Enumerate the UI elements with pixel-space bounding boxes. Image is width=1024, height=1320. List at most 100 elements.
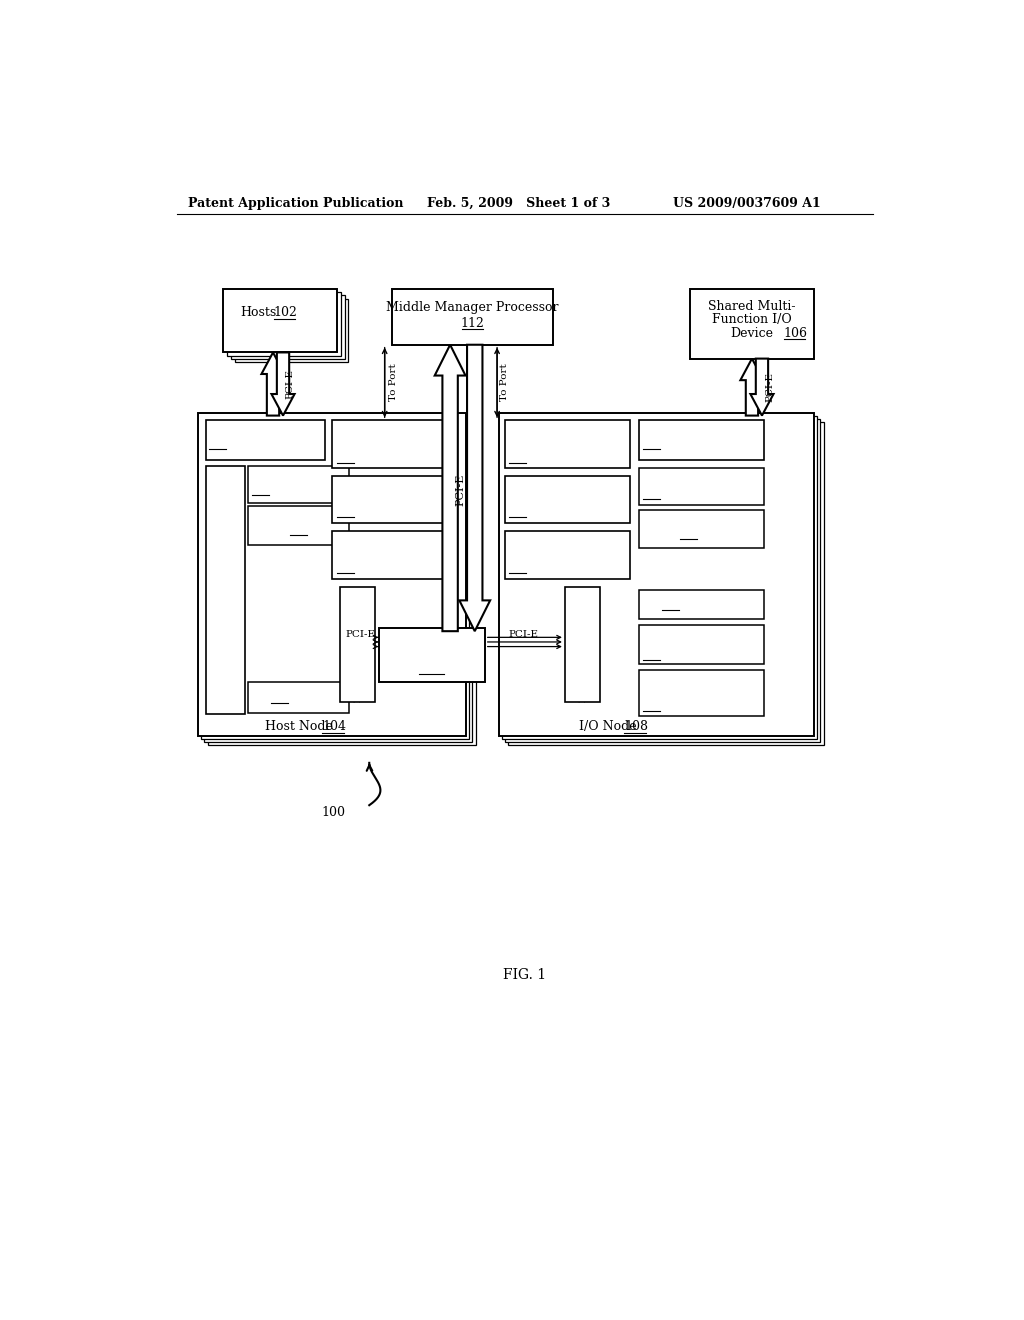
Polygon shape: [261, 352, 285, 416]
Text: 138: 138: [662, 599, 683, 610]
Text: SWITCH: SWITCH: [406, 648, 458, 661]
Text: Handling: Handling: [337, 440, 389, 450]
Text: 118: 118: [252, 484, 273, 495]
Text: 122: 122: [270, 693, 292, 702]
Text: Flow  Control: Flow Control: [643, 475, 720, 486]
Bar: [230, 296, 345, 359]
Text: 116: 116: [220, 688, 229, 708]
Text: Translation: Translation: [643, 689, 708, 698]
Text: 106: 106: [783, 326, 808, 339]
Text: CRC: CRC: [643, 599, 669, 610]
Text: PCI-E: PCI-E: [286, 370, 294, 399]
Text: US 2009/0037609 A1: US 2009/0037609 A1: [674, 197, 821, 210]
Text: Diagnostics: Diagnostics: [509, 495, 575, 504]
Text: 120: 120: [290, 524, 311, 535]
Bar: [502, 416, 817, 739]
Text: 146: 146: [509, 507, 530, 517]
Text: 142: 142: [643, 701, 665, 711]
Text: Real-Time: Real-Time: [337, 482, 393, 492]
Text: To Port: To Port: [500, 363, 509, 401]
Text: I/O Node: I/O Node: [579, 721, 636, 733]
Text: Flow  Control: Flow Control: [252, 471, 329, 482]
Bar: [226, 293, 341, 355]
Bar: [565, 586, 600, 702]
Text: Host Node: Host Node: [265, 721, 333, 733]
Text: Shared Multi-: Shared Multi-: [709, 300, 796, 313]
Bar: [206, 420, 326, 461]
Text: Error: Error: [337, 428, 368, 438]
Polygon shape: [740, 359, 764, 416]
Bar: [639, 669, 764, 715]
Text: Shared    I/O: Shared I/O: [252, 511, 324, 521]
Text: PCI-E: PCI-E: [415, 635, 449, 648]
Bar: [505, 475, 630, 524]
Text: 104: 104: [323, 721, 346, 733]
Text: Hosts: Hosts: [240, 306, 276, 319]
Bar: [208, 422, 475, 744]
Text: Bindings: Bindings: [252, 524, 302, 535]
Text: CRC: CRC: [252, 693, 278, 702]
Text: Virtual Interface to Host: Virtual Interface to Host: [220, 513, 229, 643]
Text: 144: 144: [509, 453, 530, 462]
Text: Buffer: Buffer: [509, 539, 545, 548]
Polygon shape: [271, 352, 295, 416]
Bar: [639, 420, 764, 461]
Bar: [199, 413, 466, 737]
Bar: [505, 420, 630, 469]
Text: 114: 114: [209, 438, 230, 449]
Text: 110: 110: [421, 661, 442, 675]
Bar: [205, 418, 472, 742]
Text: Reservation: Reservation: [509, 550, 577, 561]
Text: PCI-E: PCI-E: [765, 372, 774, 403]
Text: Encaps./Decaps./: Encaps./Decaps./: [579, 593, 587, 672]
Text: 102: 102: [273, 306, 298, 319]
Text: PCI-E  Interface: PCI-E Interface: [209, 425, 300, 436]
Text: Function I/O: Function I/O: [712, 313, 792, 326]
Text: Device: Device: [730, 326, 773, 339]
Text: Encaps./Decaps./: Encaps./Decaps./: [353, 593, 362, 672]
Text: Error: Error: [509, 428, 541, 438]
Bar: [333, 531, 457, 579]
Text: Reservation: Reservation: [337, 550, 404, 561]
Bar: [508, 422, 823, 744]
Bar: [202, 416, 469, 739]
Bar: [392, 289, 553, 345]
Bar: [639, 626, 764, 664]
Bar: [639, 510, 764, 548]
Bar: [505, 531, 630, 579]
Polygon shape: [751, 359, 773, 416]
Text: Handling: Handling: [509, 440, 561, 450]
Text: Patent Application Publication: Patent Application Publication: [188, 197, 403, 210]
Bar: [499, 413, 814, 737]
Text: Address: Address: [643, 632, 689, 643]
Text: FIG. 1: FIG. 1: [503, 968, 547, 982]
Text: Shared    I/O: Shared I/O: [643, 515, 715, 525]
Text: 140: 140: [643, 649, 665, 660]
Text: Bindings: Bindings: [643, 528, 693, 539]
Text: 134: 134: [643, 488, 665, 499]
Text: To Port: To Port: [388, 363, 397, 401]
Text: PCI-E: PCI-E: [456, 474, 466, 506]
Text: PCI-E: PCI-E: [508, 630, 539, 639]
Bar: [234, 298, 348, 362]
Text: 148: 148: [509, 564, 530, 573]
Bar: [340, 586, 376, 702]
Bar: [248, 466, 349, 503]
Bar: [333, 420, 457, 469]
Text: 100: 100: [322, 807, 345, 820]
Text: 128: 128: [337, 564, 358, 573]
Text: Diagnostics: Diagnostics: [337, 495, 402, 504]
Text: 112: 112: [461, 317, 484, 330]
Text: Buffer: Buffer: [337, 539, 373, 548]
Bar: [206, 466, 245, 714]
Text: 132: 132: [643, 438, 665, 449]
Bar: [639, 469, 764, 506]
Text: Real-Time: Real-Time: [509, 482, 566, 492]
Bar: [248, 682, 349, 713]
Bar: [689, 289, 814, 359]
Bar: [505, 418, 820, 742]
Text: 150: 150: [579, 685, 587, 702]
Text: 130: 130: [353, 685, 362, 702]
Text: Feb. 5, 2009   Sheet 1 of 3: Feb. 5, 2009 Sheet 1 of 3: [427, 197, 610, 210]
Polygon shape: [460, 345, 490, 631]
